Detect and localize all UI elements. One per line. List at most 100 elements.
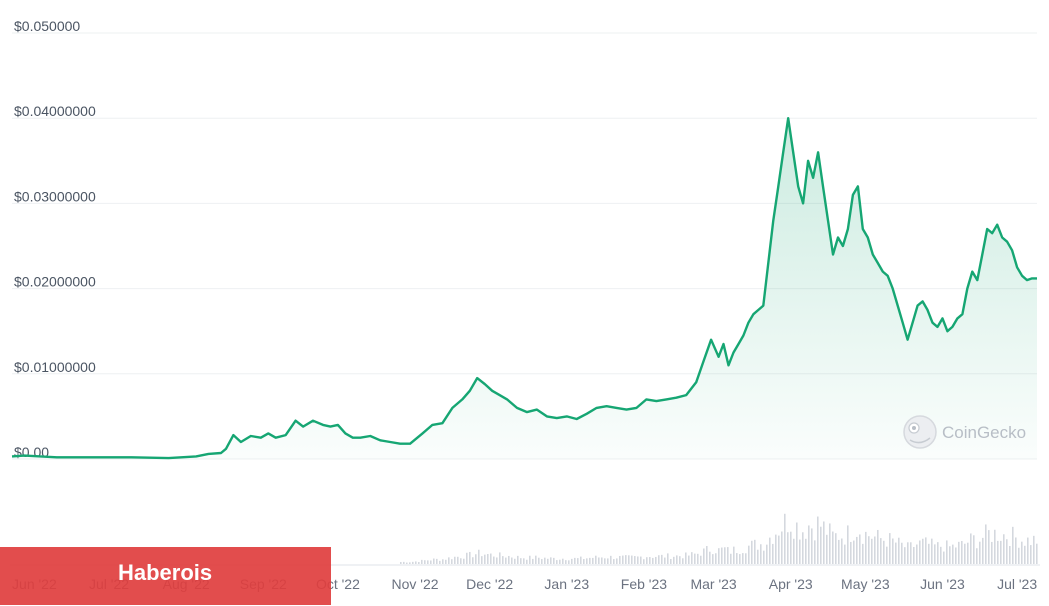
volume-bar (919, 540, 921, 564)
price-area-fill (12, 118, 1037, 459)
volume-bar (670, 559, 672, 564)
price-point (1011, 249, 1013, 251)
volume-bar (664, 557, 666, 564)
volume-bar (688, 555, 690, 564)
volume-bar (544, 557, 546, 564)
price-point (451, 407, 453, 409)
volume-bar (532, 558, 534, 564)
volume-bar (655, 556, 657, 564)
volume-bar (565, 560, 567, 564)
price-point (476, 377, 478, 379)
price-point (195, 455, 197, 457)
volume-bar (679, 556, 681, 564)
volume-bar (964, 543, 966, 564)
price-point (207, 453, 209, 455)
volume-bar (982, 537, 984, 564)
x-tick-label: Jan '23 (544, 576, 589, 592)
volume-bar (1003, 534, 1005, 564)
price-point (546, 415, 548, 417)
price-point (312, 419, 314, 421)
volume-bar (694, 553, 696, 564)
volume-bar (607, 558, 609, 564)
price-point (792, 151, 794, 153)
price-point (797, 185, 799, 187)
price-point (329, 425, 331, 427)
haberois-banner: Haberois (0, 547, 331, 605)
volume-bar (439, 560, 441, 564)
volume-bar (496, 557, 498, 564)
volume-bar (910, 542, 912, 564)
volume-bar (790, 531, 792, 564)
volume-bar (700, 555, 702, 564)
x-tick-label: Apr '23 (769, 576, 813, 592)
volume-bar (580, 556, 582, 564)
price-point (892, 287, 894, 289)
volume-bar (718, 548, 720, 564)
volume-bar (478, 549, 480, 564)
volume-bar (937, 542, 939, 564)
volume-bar (457, 556, 459, 564)
volume-bar (820, 526, 822, 564)
volume-bar (1033, 535, 1035, 564)
price-point (389, 441, 391, 443)
volume-bar (784, 513, 786, 564)
volume-bar (415, 561, 417, 564)
volume-bar (547, 558, 549, 564)
volume-bar (817, 516, 819, 564)
volume-bar (862, 543, 864, 564)
volume-bar (595, 555, 597, 564)
volume-bar (991, 541, 993, 564)
volume-bar (427, 560, 429, 564)
volume-bar (859, 534, 861, 564)
price-point (822, 185, 824, 187)
volume-bar (778, 535, 780, 564)
volume-bar (409, 562, 411, 564)
x-tick-label: Dec '22 (466, 576, 513, 592)
volume-bar (697, 553, 699, 564)
volume-bar (562, 558, 564, 564)
volume-bar (598, 557, 600, 564)
price-point (685, 394, 687, 396)
volume-bar (1000, 540, 1002, 564)
volume-bar (613, 559, 615, 564)
price-point (757, 309, 759, 311)
volume-bar (712, 554, 714, 564)
gecko-logo-icon (903, 415, 937, 449)
volume-bar (931, 538, 933, 564)
price-point (369, 435, 371, 437)
volume-bar (802, 532, 804, 564)
volume-bar (1036, 543, 1038, 564)
volume-bar (424, 560, 426, 564)
price-point (399, 442, 401, 444)
x-tick-label: Feb '23 (621, 576, 667, 592)
price-point (625, 408, 627, 410)
volume-bar (514, 558, 516, 564)
volume-bar (469, 551, 471, 564)
price-point (130, 456, 132, 458)
volume-bar (418, 562, 420, 564)
volume-bar (796, 522, 798, 564)
price-point (717, 356, 719, 358)
price-point (946, 330, 948, 332)
volume-bar (703, 548, 705, 564)
volume-bar (823, 521, 825, 564)
volume-bar (634, 556, 636, 564)
volume-bar (877, 529, 879, 564)
volume-bar (835, 533, 837, 564)
price-point (93, 456, 95, 458)
price-point (469, 390, 471, 392)
price-point (1026, 279, 1028, 281)
price-point (506, 398, 508, 400)
price-point (566, 415, 568, 417)
volume-bar (961, 540, 963, 564)
y-axis-ticks: $0.050000 $0.04000000 $0.03000000 $0.020000… (14, 18, 96, 460)
volume-bar (868, 536, 870, 564)
price-point (986, 228, 988, 230)
price-point (976, 279, 978, 281)
price-point (220, 452, 222, 454)
price-point (842, 245, 844, 247)
price-point (926, 309, 928, 311)
volume-bar (865, 531, 867, 564)
price-point (635, 407, 637, 409)
volume-bar (739, 554, 741, 564)
